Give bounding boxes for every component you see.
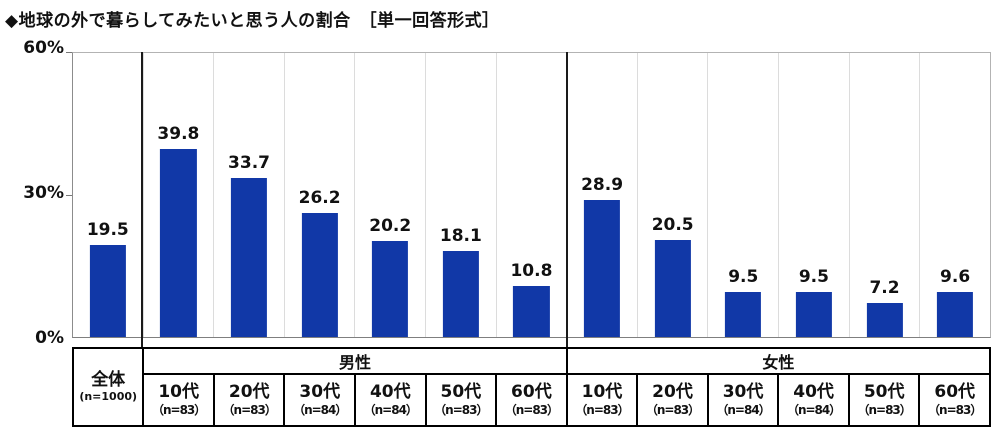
- y-axis-tick-mark: [66, 195, 72, 196]
- bar-value-label: 9.5: [728, 267, 759, 288]
- table-age-cell: 20代 （n=83）: [638, 375, 709, 425]
- age-label: 10代: [158, 382, 199, 403]
- y-axis-tick-mark: [66, 52, 72, 53]
- bar-value-label: 19.5: [86, 219, 129, 240]
- chart-column: 18.1: [426, 53, 497, 337]
- plot-area: 19.5 39.8 33.7 26.2 20.2 18.1 10.8 28.9 20.5 9.5 9…: [66, 52, 991, 338]
- bar-value-label: 33.7: [228, 152, 270, 173]
- bar-value-label: 20.5: [651, 214, 694, 235]
- y-axis-tick-label-30: 30%: [23, 183, 64, 203]
- age-label: 20代: [652, 382, 693, 403]
- age-label: 50代: [863, 382, 905, 403]
- chart-column: 20.2: [355, 53, 427, 337]
- category-table: 全体 (n=1000) 男性 10代 （n=83） 20代 （n=83） 30代 （n=8…: [72, 347, 991, 427]
- bar-value-label: 39.8: [157, 123, 200, 144]
- n-label: （n=83）: [504, 402, 559, 417]
- n-label: （n=83）: [222, 402, 277, 417]
- table-cell-overall: 全体 (n=1000): [74, 349, 145, 425]
- age-label: 40代: [793, 382, 834, 403]
- separator-male-female: [566, 52, 568, 347]
- bar: [160, 148, 197, 337]
- table-age-cell: 30代 （n=84）: [285, 375, 357, 425]
- bar: [301, 213, 338, 337]
- n-label: （n=84）: [293, 402, 347, 417]
- n-label: （n=83）: [645, 402, 700, 417]
- n-label: （n=84）: [786, 402, 841, 417]
- table-age-cell: 60代 （n=83）: [920, 375, 989, 425]
- bar: [937, 291, 974, 337]
- age-label: 30代: [299, 382, 341, 403]
- chart-column: 39.8: [144, 53, 215, 337]
- chart-column: 10.8: [497, 53, 568, 337]
- y-axis-tick-label-0: 0%: [35, 328, 64, 348]
- bar-value-label: 10.8: [510, 260, 553, 281]
- table-age-cell: 10代 （n=83）: [568, 375, 639, 425]
- bar: [442, 251, 479, 337]
- age-label: 50代: [440, 382, 482, 403]
- table-age-cell: 60代 （n=83）: [497, 375, 566, 425]
- age-label: 40代: [369, 382, 411, 403]
- bar: [372, 241, 409, 337]
- bar-value-label: 9.5: [798, 267, 829, 288]
- table-group-female: 女性 10代 （n=83） 20代 （n=83） 30代 （n=84） 40代 （n=84） 5…: [567, 349, 989, 425]
- table-age-cell: 30代 （n=84）: [709, 375, 780, 425]
- chart-column: 20.5: [638, 53, 709, 337]
- female-group-header: 女性: [567, 349, 989, 375]
- age-label: 60代: [511, 382, 552, 403]
- n-label: （n=83）: [928, 402, 982, 417]
- bar: [725, 292, 762, 337]
- table-age-cell: 10代 （n=83）: [144, 375, 215, 425]
- bar: [583, 200, 621, 337]
- chart-column: 33.7: [214, 53, 285, 337]
- age-label: 60代: [934, 382, 976, 403]
- table-age-cell: 20代 （n=83）: [215, 375, 286, 425]
- table-age-cell: 50代 （n=83）: [427, 375, 498, 425]
- chart-column: 7.2: [850, 53, 921, 337]
- chart-title: ◆地球の外で暮らしてみたいと思う人の割合 ［単一回答形式］: [5, 11, 500, 31]
- overall-n-label: (n=1000): [79, 390, 138, 404]
- age-label: 20代: [228, 382, 270, 403]
- bar: [513, 285, 550, 337]
- chart-column: 28.9: [567, 53, 638, 337]
- female-age-row: 10代 （n=83） 20代 （n=83） 30代 （n=84） 40代 （n=84） 50代（…: [568, 375, 989, 425]
- bar: [89, 244, 126, 337]
- age-label: 10代: [581, 382, 623, 403]
- n-label: （n=83）: [151, 402, 206, 417]
- separator-overall-male: [141, 52, 143, 347]
- y-axis-tick-label-60: 60%: [23, 38, 64, 58]
- n-label: （n=83）: [575, 402, 629, 417]
- table-age-cell: 40代 （n=84）: [779, 375, 850, 425]
- bar: [866, 302, 903, 337]
- bar: [654, 239, 691, 337]
- age-label: 30代: [722, 382, 764, 403]
- n-label: （n=84）: [716, 402, 770, 417]
- chart-column: 9.5: [708, 53, 780, 337]
- table-group-male: 男性 10代 （n=83） 20代 （n=83） 30代 （n=84） 40代 （n=84） 5…: [144, 349, 568, 425]
- bar-value-label: 7.2: [869, 277, 900, 298]
- n-label: （n=83）: [857, 402, 911, 417]
- bar-value-label: 28.9: [581, 175, 624, 196]
- chart-column: 9.6: [920, 53, 990, 337]
- male-age-row: 10代 （n=83） 20代 （n=83） 30代 （n=84） 40代 （n=84） 50代（…: [144, 375, 565, 425]
- n-label: （n=83）: [434, 402, 488, 417]
- n-label: （n=84）: [363, 402, 418, 417]
- chart-column: 19.5: [73, 53, 144, 337]
- table-age-cell: 50代 （n=83）: [850, 375, 921, 425]
- bar: [795, 292, 832, 337]
- bar: [230, 177, 268, 337]
- bar-value-label: 20.2: [369, 216, 412, 237]
- table-age-cell: 40代 （n=84）: [356, 375, 427, 425]
- chart-column: 26.2: [285, 53, 356, 337]
- bar-value-label: 26.2: [298, 188, 341, 208]
- bar-value-label: 9.6: [940, 266, 971, 287]
- bar-value-label: 18.1: [439, 226, 482, 247]
- male-group-header: 男性: [144, 349, 566, 375]
- chart-column: 9.5: [779, 53, 850, 337]
- overall-label: 全体: [91, 369, 126, 390]
